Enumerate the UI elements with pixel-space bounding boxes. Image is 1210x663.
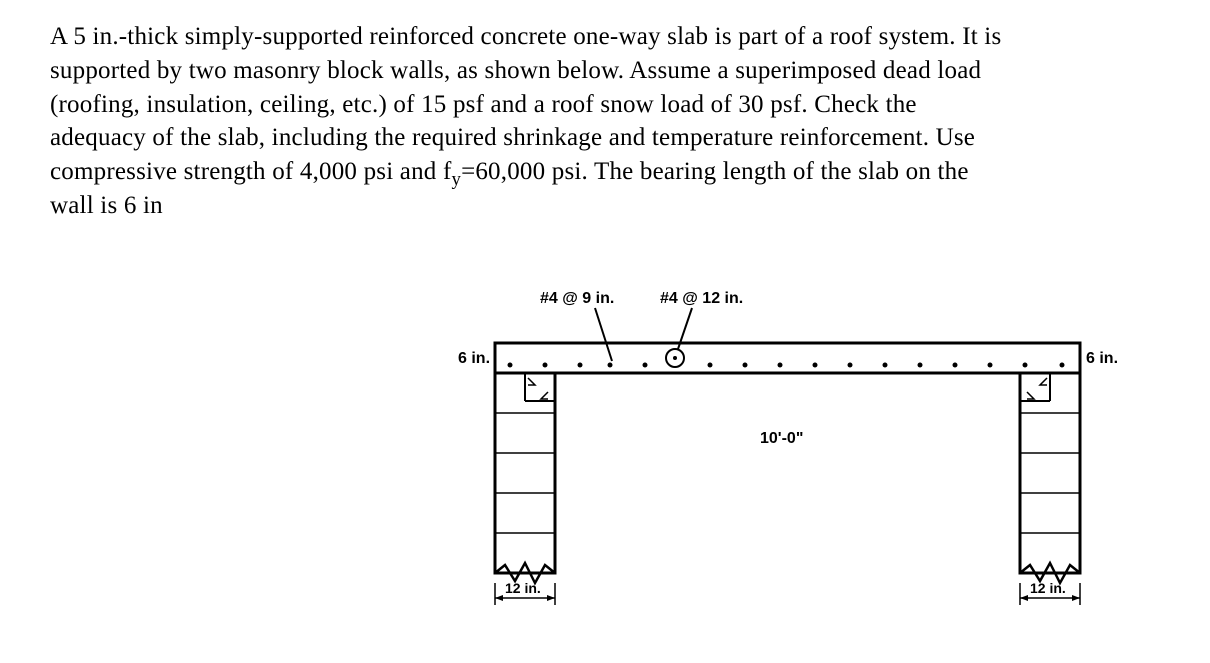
label-span: 10'-0" bbox=[760, 430, 803, 447]
text-line-6: wall is 6 in bbox=[50, 192, 163, 219]
text-line-1: A 5 in.-thick simply-supported reinforce… bbox=[50, 23, 1001, 50]
figure: #4 @ 9 in. #4 @ 12 in. bbox=[50, 283, 1150, 643]
label-rebar1: #4 @ 9 in. bbox=[540, 290, 614, 307]
dim-wall-left: 12 in. bbox=[495, 580, 555, 605]
text-line-3: (roofing, insulation, ceiling, etc.) of … bbox=[50, 91, 917, 118]
left-wall bbox=[495, 373, 555, 583]
problem-statement: A 5 in.-thick simply-supported reinforce… bbox=[50, 20, 1160, 223]
text-line-5-post: =60,000 psi. The bearing length of the s… bbox=[461, 158, 969, 185]
slab-diagram: #4 @ 9 in. #4 @ 12 in. bbox=[450, 283, 1150, 623]
text-line-2: supported by two masonry block walls, as… bbox=[50, 57, 981, 84]
text-line-4: adequacy of the slab, including the requ… bbox=[50, 124, 975, 151]
span-dimension: 10'-0" bbox=[760, 430, 803, 447]
label-bearing-left: 6 in. bbox=[458, 350, 490, 367]
text-line-5-pre: compressive strength of 4,000 psi and f bbox=[50, 158, 451, 185]
subscript-y: y bbox=[451, 169, 461, 190]
label-wall-right: 12 in. bbox=[1030, 580, 1066, 596]
label-bearing-right: 6 in. bbox=[1086, 350, 1118, 367]
slab bbox=[495, 343, 1080, 373]
label-rebar2: #4 @ 12 in. bbox=[660, 290, 743, 307]
dim-wall-right: 12 in. bbox=[1020, 580, 1080, 605]
page: A 5 in.-thick simply-supported reinforce… bbox=[0, 0, 1210, 663]
label-wall-left: 12 in. bbox=[505, 580, 541, 596]
right-wall bbox=[1020, 373, 1080, 583]
